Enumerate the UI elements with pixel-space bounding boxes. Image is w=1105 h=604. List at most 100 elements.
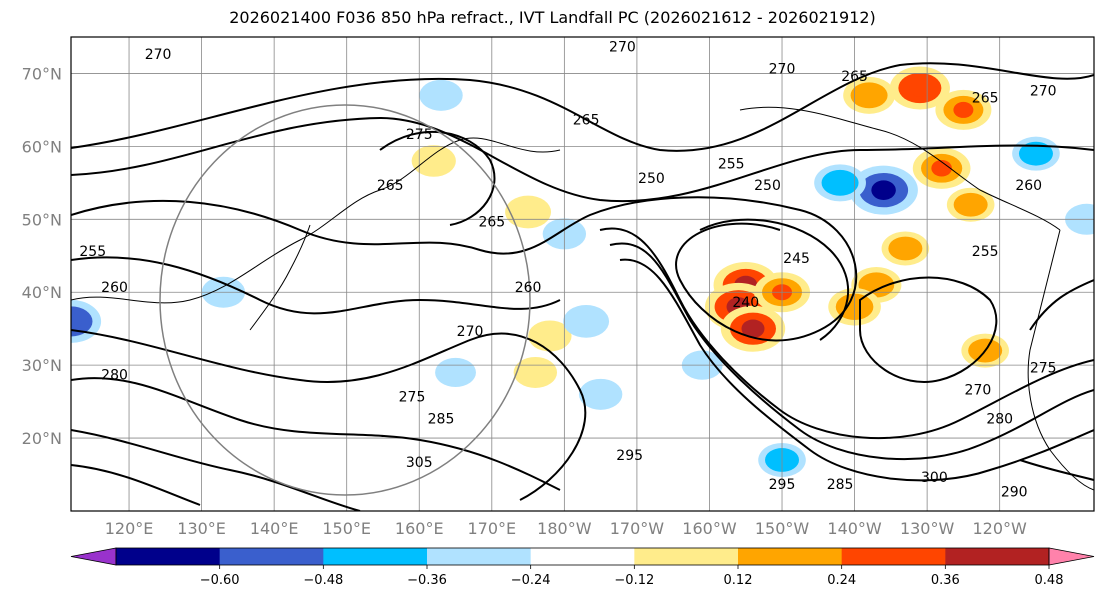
contour-line [609, 242, 1094, 461]
lon-label: 140°W [827, 519, 882, 538]
shading-blob [946, 187, 995, 222]
contour-line [599, 227, 1094, 440]
contour-line [71, 196, 858, 342]
shading-blob [435, 357, 476, 388]
lon-label: 120°W [973, 519, 1028, 538]
shading-blob [578, 378, 623, 410]
shading-blob [881, 231, 930, 266]
shading-blob [513, 356, 558, 388]
shading-blob [505, 195, 552, 229]
colorbar-segment [116, 548, 221, 565]
contour-line [71, 329, 587, 501]
lat-label: 20°N [22, 429, 62, 448]
contour-label: 275 [399, 390, 426, 406]
colorbar-tick-label: −0.24 [511, 573, 551, 588]
contour-line [71, 116, 1094, 203]
contour-label: 290 [1001, 484, 1028, 500]
lat-label: 70°N [22, 64, 62, 83]
contour-label: 270 [769, 61, 796, 77]
colorbar-extend-low [70, 547, 117, 566]
coastline-alaska [739, 106, 1061, 231]
shading-blob [563, 305, 610, 338]
colorbar-segment [738, 548, 843, 565]
colorbar-tick-label: −0.60 [200, 573, 240, 588]
contour-line [859, 276, 998, 383]
coastline-north-america [1027, 229, 1094, 491]
shading-blob [912, 147, 971, 189]
lon-label: 150°E [322, 519, 371, 538]
contour-label: 285 [827, 477, 854, 493]
contour-labels: 270 270 270 265 265 270 265 275 255 250 250 265 260 2… [79, 40, 1056, 501]
contour-label: 255 [972, 244, 999, 260]
contour-label: 295 [769, 477, 796, 493]
contour-label: 270 [457, 324, 484, 340]
contour-line [1019, 459, 1094, 481]
colorbar-tick-label: −0.12 [614, 573, 654, 588]
contour-label: 240 [732, 295, 759, 311]
lon-label: 170°W [610, 519, 665, 538]
shading-blob [849, 165, 918, 215]
contour-label: 285 [428, 411, 455, 427]
contour-label: 250 [638, 171, 665, 187]
lon-label: 180°W [537, 519, 592, 538]
contour-line [71, 429, 361, 511]
contour-label: 265 [573, 113, 600, 129]
lat-label: 50°N [22, 210, 62, 229]
lat-label: 40°N [22, 283, 62, 302]
contour-label: 255 [718, 156, 745, 172]
colorbar-extend-high [1048, 547, 1095, 566]
ivt-contour-lines [71, 62, 1094, 511]
contour-label: 250 [754, 178, 781, 194]
colorbar: −0.60 −0.48 −0.36 −0.24 −0.12 0.12 0.24 0.36 0.4… [70, 547, 1095, 588]
contour-label: 260 [1015, 178, 1042, 194]
map-frame [70, 36, 1095, 512]
shading-blob [935, 89, 992, 130]
lon-label: 120°E [105, 519, 154, 538]
shading-blob [889, 66, 950, 110]
landfall-region-circle [159, 104, 531, 496]
lat-label: 30°N [22, 356, 62, 375]
contour-line [71, 62, 1094, 152]
colorbar-segment [841, 548, 946, 565]
colorbar-segment [530, 548, 635, 565]
contour-line [71, 464, 201, 506]
contour-label: 305 [406, 455, 433, 471]
contour-label: 270 [1030, 83, 1057, 99]
contour-line [71, 256, 561, 315]
contour-label: 275 [406, 127, 433, 143]
colorbar-segment [945, 548, 1050, 565]
contour-line [619, 258, 1094, 482]
lat-label: 60°N [22, 137, 62, 156]
coastline-japan [249, 224, 311, 331]
colorbar-segment [219, 548, 324, 565]
lon-label: 130°W [900, 519, 955, 538]
contour-label: 245 [783, 251, 810, 267]
lon-label: 130°E [177, 519, 226, 538]
shading-blob [1012, 136, 1060, 171]
shading-blob [71, 299, 102, 343]
contour-label: 270 [145, 47, 172, 63]
lon-label: 150°W [755, 519, 810, 538]
colorbar-tick-label: 0.48 [1035, 573, 1064, 588]
contour-label: 270 [609, 40, 636, 56]
contour-label: 280 [986, 411, 1013, 427]
shading-blob [419, 79, 463, 111]
lon-label: 160°W [682, 519, 737, 538]
contour-label: 260 [515, 280, 542, 296]
shading-blob [814, 164, 866, 202]
colorbar-tick-label: −0.48 [303, 573, 343, 588]
contour-label: 255 [79, 244, 106, 260]
colorbar-tick-label: 0.36 [931, 573, 960, 588]
contour-label: 270 [965, 382, 992, 398]
latitude-labels: 20°N 30°N 40°N 50°N 60°N 70°N [22, 64, 62, 448]
longitude-labels: 120°E 130°E 140°E 150°E 160°E 170°E 180°W 170°W… [105, 519, 1027, 538]
contour-line [379, 130, 496, 226]
lon-label: 170°E [467, 519, 516, 538]
contour-label: 260 [101, 280, 128, 296]
contour-label: 275 [1030, 360, 1057, 376]
coastlines [71, 106, 1094, 491]
colorbar-tick-label: 0.12 [724, 573, 753, 588]
colorbar-segment [634, 548, 739, 565]
lon-label: 140°E [250, 519, 299, 538]
